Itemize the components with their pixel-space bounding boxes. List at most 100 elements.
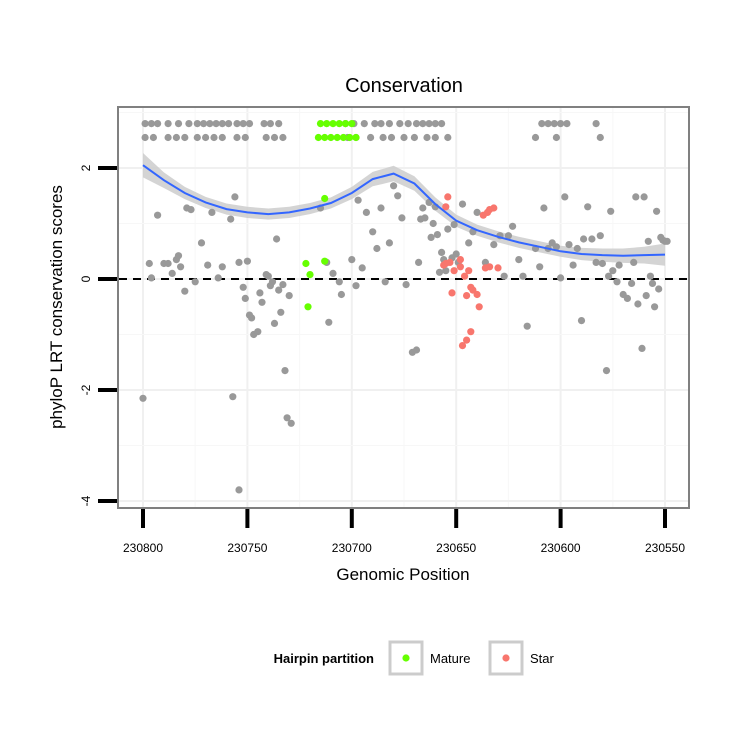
data-point-other (423, 133, 431, 142)
x-tick-label: 230550 (645, 541, 685, 555)
data-point-other (210, 133, 218, 142)
data-point-other (172, 133, 180, 142)
data-point-other (185, 120, 193, 128)
data-point-other (640, 193, 648, 201)
data-point-other (214, 274, 222, 282)
data-point-mature (339, 133, 347, 142)
series-star (440, 193, 502, 350)
data-point-other (504, 232, 512, 240)
data-point-other (577, 317, 586, 325)
data-point-star (473, 290, 481, 299)
data-point-other (239, 120, 247, 128)
data-point-other (264, 272, 272, 280)
data-point-other (425, 120, 433, 128)
x-tick-label: 230650 (436, 541, 476, 555)
data-point-other (596, 232, 604, 240)
x-tick-label: 230800 (123, 541, 163, 555)
data-point-other (531, 133, 540, 142)
x-tick-label: 230700 (332, 541, 372, 555)
data-point-other (377, 120, 385, 128)
data-point-other (655, 285, 663, 293)
data-point-other (444, 225, 452, 233)
data-point-other (241, 294, 249, 302)
data-point-other (204, 261, 212, 269)
data-point-other (444, 133, 452, 142)
data-point-other (235, 258, 243, 266)
data-point-other (412, 120, 421, 128)
legend: Hairpin partition Mature Star (274, 640, 555, 676)
data-point-star (444, 193, 452, 201)
data-point-other (398, 214, 406, 222)
data-point-other (168, 269, 176, 277)
data-point-other (490, 241, 498, 249)
y-tick-label: 0 (79, 275, 93, 282)
data-point-other (281, 367, 289, 375)
data-point-other (275, 120, 283, 128)
data-point-star (463, 336, 471, 344)
data-point-other (285, 292, 293, 300)
data-point-other (438, 120, 446, 128)
data-point-other (458, 200, 467, 208)
data-point-other (268, 278, 277, 286)
data-point-other (515, 256, 523, 264)
data-point-other (377, 204, 385, 212)
data-point-star (486, 263, 494, 271)
data-point-other (431, 120, 439, 128)
data-point-mature (346, 133, 354, 142)
data-point-other (371, 120, 379, 128)
smooth-line (142, 164, 666, 257)
data-point-star (446, 258, 454, 266)
data-point-other (200, 120, 208, 128)
data-point-other (337, 290, 345, 299)
data-point-other (651, 303, 659, 311)
data-point-mature (341, 120, 350, 128)
data-point-other (385, 239, 393, 247)
data-point-other (630, 258, 638, 266)
data-point-other (229, 393, 237, 401)
data-point-star (458, 342, 467, 350)
data-point-other (632, 193, 640, 201)
data-point-other (642, 292, 650, 300)
data-point-other (181, 133, 189, 142)
data-point-other (623, 294, 632, 302)
data-point-star (456, 256, 464, 264)
data-point-other (435, 268, 444, 276)
data-point-other (275, 286, 283, 294)
data-point-mature (333, 133, 341, 142)
data-point-other (607, 207, 615, 215)
data-point-other (552, 243, 561, 251)
data-point-other (367, 133, 375, 142)
x-axis-title: Genomic Position (336, 565, 469, 584)
data-point-other (208, 208, 216, 216)
data-point-other (177, 263, 185, 271)
data-point-other (256, 289, 264, 297)
data-point-other (605, 272, 613, 280)
data-point-other (421, 214, 429, 222)
data-point-other (419, 120, 427, 128)
y-axis: -4 -2 0 2 (79, 164, 117, 506)
data-point-other (241, 133, 249, 142)
data-point-other (584, 203, 592, 211)
data-point-mature (306, 271, 314, 279)
data-point-other (598, 259, 607, 268)
data-point-other (193, 133, 201, 142)
smooth-line-layer (142, 164, 666, 257)
data-point-star (490, 204, 498, 212)
data-point-other (197, 239, 206, 247)
data-point-star (461, 272, 469, 280)
data-point-star (465, 267, 473, 275)
y-tick-label: 2 (79, 164, 93, 171)
data-point-other (145, 259, 153, 268)
data-point-other (248, 314, 256, 322)
data-point-other (235, 486, 243, 494)
legend-item-mature: Mature (388, 640, 470, 676)
data-point-other (164, 259, 172, 268)
data-point-other (465, 239, 473, 247)
data-point-other (360, 120, 368, 128)
data-point-other (381, 278, 389, 286)
data-point-other (557, 120, 565, 128)
data-point-other (270, 319, 279, 327)
data-point-other (231, 193, 239, 201)
data-point-mature (323, 120, 331, 128)
data-point-other (628, 279, 636, 287)
